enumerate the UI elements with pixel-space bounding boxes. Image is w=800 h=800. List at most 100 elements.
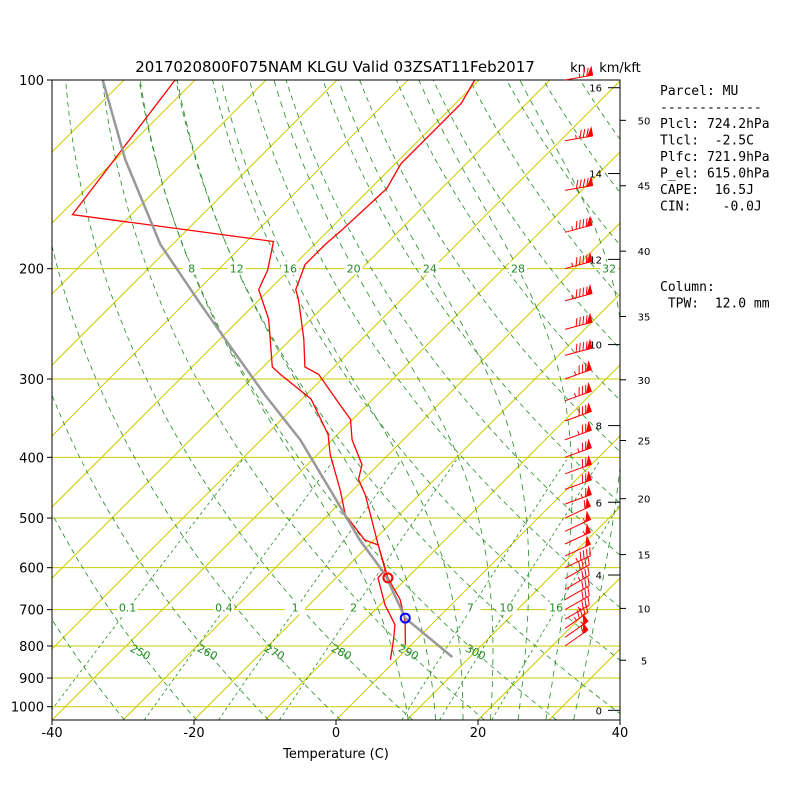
y-tick-label: 900 <box>19 672 44 687</box>
barb-half <box>575 557 579 562</box>
parcel-info: ------------- <box>660 101 762 116</box>
wind-barb <box>564 420 592 441</box>
barb-line <box>587 556 590 565</box>
moist-adiabat-label: 20 <box>347 263 361 276</box>
dry-adiabat <box>52 393 269 720</box>
wind-barb <box>564 283 593 302</box>
moist-adiabat <box>176 80 436 720</box>
barb-line <box>578 288 581 297</box>
column-info: TPW: 12.0 mm <box>660 297 770 312</box>
barb-flag <box>585 497 592 510</box>
wind-barb <box>564 535 592 557</box>
wind-barb <box>564 470 592 490</box>
barb-staff <box>564 595 590 611</box>
wind-barb <box>564 547 591 569</box>
label-bg <box>600 261 619 275</box>
barb-flag <box>582 612 589 626</box>
parcel-info: Parcel: MU <box>660 84 738 99</box>
kft-tick-label: 10 <box>638 604 651 615</box>
wind-barb <box>564 523 592 545</box>
barb-flag <box>586 251 593 264</box>
parcel-info: Tlcl: -2.5C <box>660 134 754 149</box>
x-tick-label: -40 <box>41 726 62 741</box>
wind-barb <box>564 438 592 458</box>
barb-line <box>582 605 586 615</box>
mixing-ratio-label: 7 <box>467 602 474 615</box>
barb-flag <box>586 283 593 296</box>
kft-tick-label: 25 <box>638 436 651 447</box>
barb-half <box>577 577 581 581</box>
isotherm <box>52 80 409 437</box>
y-tick-label: 1000 <box>11 701 44 716</box>
isotherm <box>52 80 480 508</box>
x-axis-label: Temperature (C) <box>282 747 389 762</box>
height-unit: km/kft <box>599 61 641 76</box>
wind-barb <box>564 338 593 356</box>
kft-tick-label: 20 <box>638 495 651 506</box>
barb-line <box>578 219 581 229</box>
isotherm <box>264 364 620 720</box>
barb-line <box>581 580 584 590</box>
barb-half <box>571 262 574 267</box>
mixing-ratio-label: 1 <box>292 602 299 615</box>
barb-flag <box>585 420 592 433</box>
dry-adiabat <box>52 244 341 720</box>
mixing-ratio-label: 2 <box>350 602 357 615</box>
moist-adiabat-label: 24 <box>423 263 437 276</box>
barb-flag <box>585 485 592 497</box>
barb-line <box>584 568 587 578</box>
barb-line <box>575 343 578 353</box>
isotherm <box>52 80 267 295</box>
barb-line <box>582 68 586 77</box>
wind-barb <box>564 566 590 590</box>
y-tick-label: 300 <box>19 373 44 388</box>
barb-flag <box>586 65 594 77</box>
barb-flag <box>586 312 593 325</box>
barb-line <box>582 255 585 264</box>
barb-half <box>573 371 577 376</box>
barb-line <box>586 548 588 558</box>
parcel-info: CIN: -0.0J <box>660 200 762 215</box>
barb-half <box>573 616 577 621</box>
barb-flag <box>586 175 594 188</box>
barb-line <box>585 603 589 613</box>
dry-adiabat <box>469 80 620 298</box>
barb-line <box>575 179 579 189</box>
barb-line <box>582 218 585 228</box>
parcel-marker <box>399 612 411 624</box>
parcel-marker <box>382 572 394 584</box>
barb-line <box>582 287 585 296</box>
barb-flag <box>585 454 592 467</box>
barb-line <box>575 220 578 230</box>
wind-barb <box>564 175 594 191</box>
y-tick-label: 400 <box>19 451 44 466</box>
mixing-ratio-line <box>52 459 243 711</box>
barb-flag <box>582 621 589 634</box>
barb-line <box>584 558 587 567</box>
wind-barb <box>564 556 590 580</box>
barb-flag <box>586 126 594 138</box>
barb-half <box>571 226 574 231</box>
barb-line <box>582 550 585 559</box>
km-tick-label: 4 <box>596 571 602 582</box>
label-bg <box>496 601 517 615</box>
wind-barb <box>564 596 590 620</box>
barb-line <box>582 129 586 138</box>
barb-line <box>587 587 590 596</box>
moist-adiabat <box>139 80 409 720</box>
y-tick-label: 700 <box>19 604 44 619</box>
mixing-ratio-line <box>439 459 601 720</box>
moist-adiabat <box>418 80 573 720</box>
label-bg <box>117 601 138 615</box>
barb-staff <box>564 555 591 569</box>
barb-line <box>587 596 590 606</box>
barb-flag <box>585 470 592 483</box>
barb-line <box>582 316 585 325</box>
kft-tick-label: 45 <box>638 182 651 193</box>
barb-flag <box>585 438 592 451</box>
mixing-ratio-label: 0.4 <box>215 602 233 615</box>
barb-line <box>581 570 584 580</box>
